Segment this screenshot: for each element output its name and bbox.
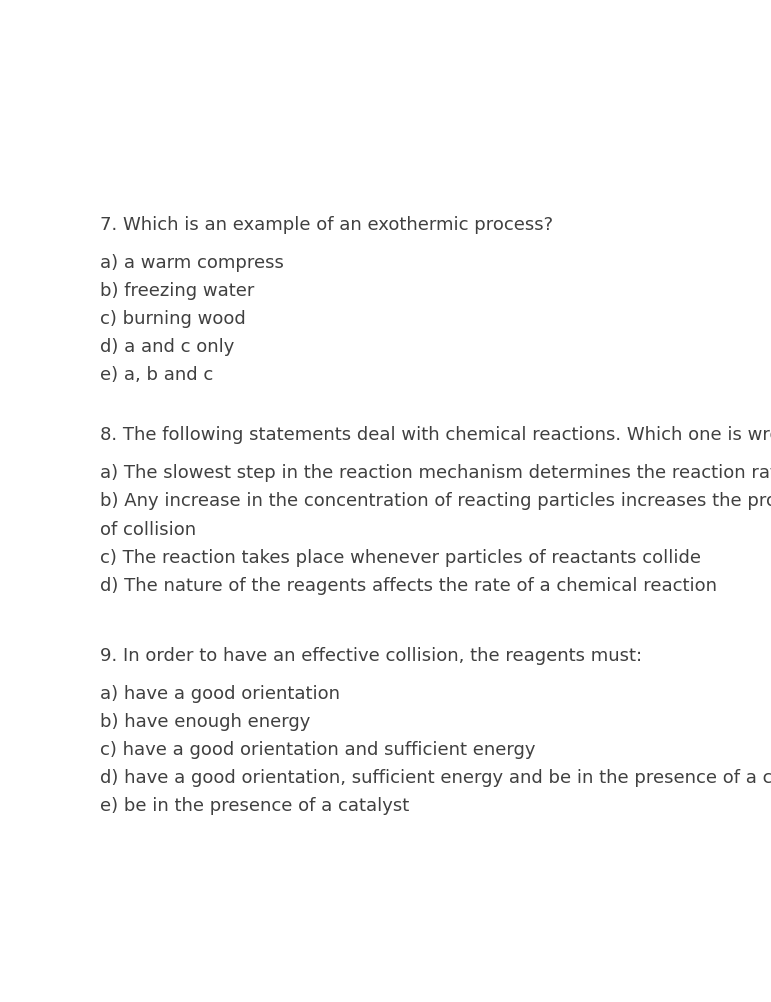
Text: 7. Which is an example of an exothermic process?: 7. Which is an example of an exothermic …	[100, 215, 554, 233]
Text: b) freezing water: b) freezing water	[100, 282, 254, 300]
Text: 8. The following statements deal with chemical reactions. Which one is wrong?: 8. The following statements deal with ch…	[100, 426, 771, 444]
Text: e) be in the presence of a catalyst: e) be in the presence of a catalyst	[100, 797, 409, 815]
Text: d) a and c only: d) a and c only	[100, 338, 234, 356]
Text: c) have a good orientation and sufficient energy: c) have a good orientation and sufficien…	[100, 740, 536, 759]
Text: b) Any increase in the concentration of reacting particles increases the probabi: b) Any increase in the concentration of …	[100, 492, 771, 510]
Text: a) have a good orientation: a) have a good orientation	[100, 684, 340, 702]
Text: c) burning wood: c) burning wood	[100, 310, 246, 328]
Text: of collision: of collision	[100, 520, 197, 538]
Text: e) a, b and c: e) a, b and c	[100, 366, 214, 384]
Text: a) a warm compress: a) a warm compress	[100, 254, 284, 272]
Text: b) have enough energy: b) have enough energy	[100, 712, 311, 730]
Text: d) The nature of the reagents affects the rate of a chemical reaction: d) The nature of the reagents affects th…	[100, 576, 717, 594]
Text: a) The slowest step in the reaction mechanism determines the reaction rate: a) The slowest step in the reaction mech…	[100, 464, 771, 482]
Text: c) The reaction takes place whenever particles of reactants collide: c) The reaction takes place whenever par…	[100, 548, 702, 566]
Text: 9. In order to have an effective collision, the reagents must:: 9. In order to have an effective collisi…	[100, 646, 642, 664]
Text: d) have a good orientation, sufficient energy and be in the presence of a cataly: d) have a good orientation, sufficient e…	[100, 769, 771, 787]
